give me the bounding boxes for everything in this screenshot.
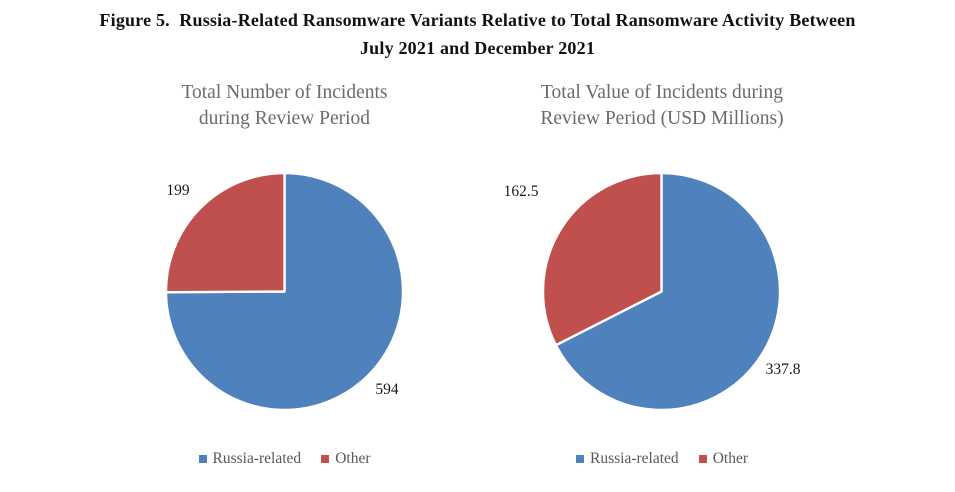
pie-slice-russia-related — [554, 171, 782, 412]
legend-swatch-russia-related — [576, 455, 585, 463]
chart-title-incidents-count: Total Number of Incidents during Review … — [181, 82, 388, 129]
legend-incidents-count: Russia-related Other — [104, 449, 465, 469]
legend-swatch-other — [698, 455, 707, 463]
legend-incidents-value: Russia-related Other — [482, 449, 842, 469]
data-label-russia-value: 337.8 — [765, 361, 801, 378]
data-label-russia-count: 594 — [375, 381, 399, 398]
data-label-other-value: 162.5 — [503, 183, 539, 200]
legend-item-russia-related: Russia-related — [198, 450, 302, 468]
pie-chart-incidents-value — [541, 171, 782, 412]
legend-swatch-russia-related — [198, 455, 207, 463]
legend-item-other: Other — [321, 450, 370, 468]
legend-label-other: Other — [335, 450, 371, 467]
pie-slice-russia-related — [164, 171, 405, 412]
legend-label-russia-related: Russia-related — [212, 450, 302, 467]
data-label-other-count: 199 — [166, 182, 190, 199]
chart-title-incidents-value: Total Value of Incidents during Review P… — [540, 82, 784, 129]
legend-label-russia-related: Russia-related — [590, 450, 679, 467]
pie-chart-incidents-count — [164, 171, 405, 412]
pie-slice-other — [541, 171, 663, 347]
pie-slice-other — [164, 171, 286, 294]
figure-title: Figure 5. Russia-Related Ransomware Vari… — [99, 10, 856, 58]
legend-item-russia-related: Russia-related — [576, 450, 679, 468]
legend-swatch-other — [321, 455, 330, 463]
legend-item-other: Other — [698, 450, 748, 468]
legend-label-other: Other — [712, 450, 748, 467]
